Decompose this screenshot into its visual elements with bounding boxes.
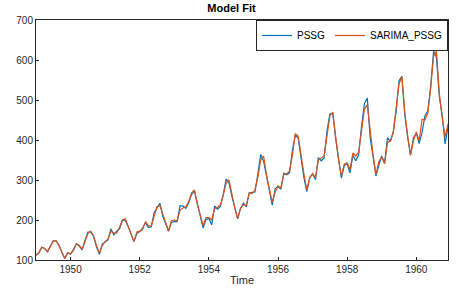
svg-text:1960: 1960 xyxy=(405,264,428,275)
svg-text:700: 700 xyxy=(16,15,33,26)
svg-text:1956: 1956 xyxy=(267,264,290,275)
svg-text:200: 200 xyxy=(16,215,33,226)
svg-text:Time: Time xyxy=(230,274,254,286)
svg-text:500: 500 xyxy=(16,95,33,106)
svg-text:Model Fit: Model Fit xyxy=(207,2,256,14)
svg-text:SARIMA_PSSG: SARIMA_PSSG xyxy=(370,30,442,41)
svg-text:600: 600 xyxy=(16,55,33,66)
svg-text:300: 300 xyxy=(16,175,33,186)
svg-text:1952: 1952 xyxy=(129,264,152,275)
svg-text:100: 100 xyxy=(16,255,33,266)
svg-text:1950: 1950 xyxy=(59,264,82,275)
svg-text:1958: 1958 xyxy=(336,264,359,275)
svg-text:1954: 1954 xyxy=(198,264,221,275)
svg-text:400: 400 xyxy=(16,135,33,146)
svg-text:PSSG: PSSG xyxy=(297,30,325,41)
